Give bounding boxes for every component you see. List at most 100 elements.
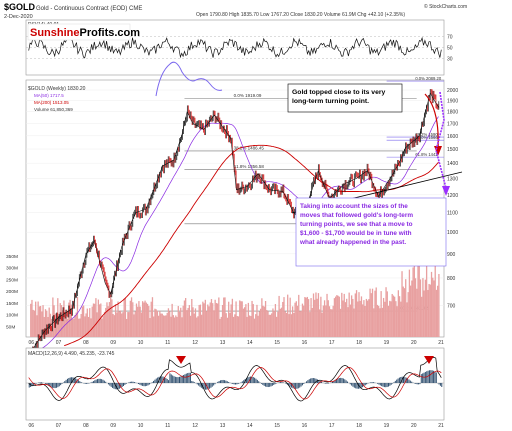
macd-histogram-bar	[345, 380, 347, 383]
volume-bar	[417, 262, 419, 337]
macd-histogram-bar	[98, 378, 100, 383]
volume-bar	[212, 303, 214, 337]
macd-histogram-bar	[211, 383, 213, 387]
x-tick-label: 21	[438, 340, 444, 346]
macd-histogram-bar	[176, 377, 178, 383]
volume-bar	[339, 308, 342, 337]
macd-histogram-bar	[157, 377, 159, 383]
volume-bar	[121, 313, 123, 337]
volume-bar	[204, 299, 206, 337]
x-tick-label: 07	[56, 340, 62, 346]
volume-bar	[125, 318, 128, 337]
price-tick-label: 1900	[447, 99, 458, 105]
macd-histogram-bar	[325, 383, 327, 384]
volume-bar	[189, 315, 192, 337]
macd-histogram-bar	[360, 383, 362, 388]
volume-bar	[350, 295, 353, 337]
volume-bar	[138, 301, 140, 337]
volume-bar	[94, 303, 96, 337]
macd-histogram-bar	[296, 383, 298, 389]
macd-histogram-bar	[129, 381, 131, 383]
volume-bar	[370, 293, 372, 337]
volume-bar	[118, 311, 120, 337]
arrowhead-purple	[442, 186, 450, 196]
macd-histogram-bar	[326, 383, 328, 384]
volume-bar	[428, 283, 430, 337]
macd-histogram-bar	[422, 373, 424, 383]
volume-bar	[153, 316, 155, 337]
macd-histogram-bar	[226, 381, 228, 383]
volume-bar	[223, 297, 225, 337]
volume-bar	[175, 315, 177, 337]
macd-histogram-bar	[248, 376, 250, 383]
volume-bar	[82, 305, 85, 337]
volume-bar	[178, 311, 181, 337]
volume-bar	[103, 311, 106, 337]
top-annotation-text: Gold topped close to its very long-term t…	[292, 89, 386, 105]
macd-histogram-bar	[166, 378, 168, 383]
macd-histogram-bar	[142, 383, 144, 386]
macd-histogram-bar	[243, 380, 245, 383]
volume-bar	[176, 316, 178, 337]
macd-histogram-bar	[34, 383, 36, 385]
volume-bar	[207, 304, 209, 337]
volume-bar	[96, 312, 98, 337]
macd-histogram-bar	[107, 383, 109, 385]
x-tick-label-bottom: 17	[329, 423, 335, 429]
volume-bar	[145, 302, 147, 337]
macd-histogram-bar	[416, 383, 418, 385]
macd-histogram-bar	[424, 371, 426, 383]
macd-histogram-bar	[370, 382, 372, 383]
macd-histogram-bar	[47, 383, 49, 386]
macd-histogram-bar	[394, 380, 396, 383]
macd-histogram-bar	[198, 383, 200, 386]
macd-histogram-bar	[237, 383, 239, 384]
volume-bar	[344, 302, 347, 337]
volume-bar	[357, 301, 359, 337]
volume-bar	[187, 307, 189, 337]
volume-bar	[143, 302, 145, 337]
macd-histogram-bar	[116, 383, 118, 390]
volume-bar	[85, 313, 87, 337]
volume-tick-label: 150M	[6, 301, 18, 307]
volume-bar	[408, 269, 411, 337]
volume-bar	[405, 279, 407, 337]
volume-bar	[116, 312, 118, 337]
volume-bar	[374, 290, 376, 337]
volume-bar	[89, 308, 91, 337]
macd-histogram-bar	[191, 380, 193, 383]
macd-histogram-bar	[274, 383, 276, 385]
volume-bar	[311, 307, 313, 337]
volume-bar	[320, 296, 322, 337]
macd-histogram-bar	[184, 374, 186, 383]
macd-histogram-bar	[61, 383, 63, 384]
fib-recent-label: 50.0% 1566	[415, 135, 438, 140]
volume-bar	[39, 306, 42, 337]
macd-histogram-bar	[196, 383, 198, 385]
volume-tick-label: 300M	[6, 266, 18, 272]
macd-histogram-bar	[214, 383, 216, 385]
volume-bar	[264, 301, 267, 337]
volume-bar	[234, 314, 236, 337]
volume-bar	[240, 301, 242, 337]
macd-histogram-bar	[377, 383, 379, 384]
volume-bar	[203, 303, 205, 337]
volume-bar	[105, 307, 107, 337]
volume-bar	[140, 312, 143, 337]
macd-histogram-bar	[69, 377, 71, 383]
macd-histogram-bar	[185, 373, 187, 383]
ma200-line	[64, 144, 439, 347]
volume-bar	[315, 292, 317, 337]
macd-histogram-bar	[202, 383, 204, 389]
volume-bar	[250, 316, 252, 337]
volume-bar	[100, 303, 102, 337]
volume-bar	[409, 285, 412, 337]
volume-bar	[253, 318, 256, 337]
macd-histogram-bar	[232, 383, 234, 384]
volume-bar	[66, 318, 69, 337]
volume-bar	[59, 303, 61, 337]
volume-bar	[275, 316, 278, 337]
volume-bar	[209, 302, 211, 337]
macd-histogram-bar	[77, 380, 79, 383]
volume-bar	[193, 313, 195, 337]
